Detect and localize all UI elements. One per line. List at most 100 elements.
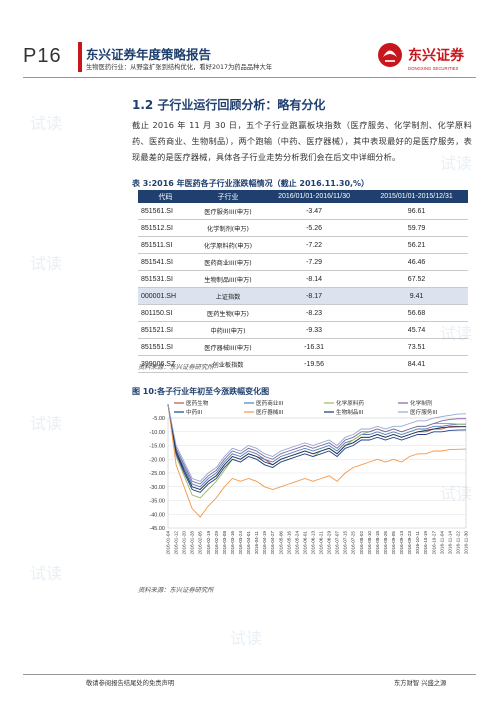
footer-disclaimer: 敬请参阅报告结尾处的免责声明 — [86, 680, 175, 687]
figure-source-note: 资料来源：东兴证券研究所 — [138, 587, 214, 594]
x-tick-label: 2016-07-25 — [351, 531, 356, 555]
x-tick-label: 2016-10-19 — [423, 531, 428, 555]
x-tick-label: 2016-03-24 — [238, 531, 243, 555]
y-tick-label: -15.00 — [149, 444, 165, 450]
table-caption-text: 2016 年医药各子行业涨跌幅情况（截止 2016.11.30,%） — [151, 179, 370, 188]
x-tick-label: 2016-02-19 — [206, 531, 211, 555]
table-row: 851561.SI 医疗服务III(申万) -3.47 96.61 — [138, 203, 468, 220]
legend-label: 化学制剂 — [410, 399, 433, 407]
logo-text: 东兴证券 — [408, 47, 465, 64]
table-row: 851512.SI 化学制剂(申万) -5.26 59.79 — [138, 219, 468, 237]
x-tick-label: 2016-03-16 — [230, 531, 235, 555]
watermark-text: 试读 — [230, 629, 263, 648]
table-row: 851541.SI 医药商业III(申万) -7.29 46.46 — [138, 253, 468, 271]
x-tick-label: 2016-11-04 — [439, 531, 444, 555]
x-tick-label: 2016-10-27 — [431, 531, 436, 555]
header-2015: 2015/01/01-2015/12/31 — [365, 190, 468, 203]
report-subtitle: 生物医药行业：从野蛮扩张到结构优化，看好2017为药品品种大年 — [86, 64, 273, 71]
table-row: 399006.SZ 创业板指数 -19.56 84.41 — [138, 355, 468, 373]
x-tick-label: 2016-04-19 — [262, 531, 267, 555]
x-tick-label: 2016-06-29 — [327, 531, 332, 555]
x-tick-label: 2016-08-10 — [367, 531, 372, 555]
watermark-text: 试读 — [30, 564, 63, 583]
x-tick-label: 2016-09-13 — [399, 531, 404, 555]
x-tick-label: 2016-01-12 — [174, 531, 179, 555]
returns-table: 代码 子行业 2016/01/01-2016/11/30 2015/01/01-… — [138, 190, 468, 373]
header-rule — [23, 77, 476, 78]
y-tick-label: -35.00 — [149, 499, 165, 505]
legend-label: 医药生物 — [186, 399, 209, 407]
y-tick-label: -45.00 — [149, 526, 165, 532]
y-tick-label: -30.00 — [149, 485, 165, 491]
x-tick-label: 2016-01-20 — [182, 531, 187, 555]
watermark-text: 试读 — [30, 254, 63, 273]
x-tick-label: 2016-02-29 — [214, 531, 219, 555]
table-row: 851511.SI 化学原料药(申万) -7.22 56.21 — [138, 236, 468, 254]
legend-label: 化学原料药 — [336, 399, 364, 407]
x-tick-label: 2016-09-23 — [407, 531, 412, 555]
y-tick-label: -25.00 — [149, 471, 165, 477]
series-line — [167, 404, 467, 493]
legend-label: 生物制品III — [336, 408, 364, 416]
x-tick-label: 2016-06-13 — [310, 531, 315, 555]
figure-caption-text: 各子行业年初至今涨跌幅变化图 — [157, 387, 270, 396]
x-tick-label: 2016-04-11 — [254, 531, 259, 555]
x-tick-label: 2016-05-06 — [278, 531, 283, 555]
series-line — [167, 404, 467, 482]
header-subindustry: 子行业 — [193, 190, 263, 203]
y-tick-label: -10.00 — [149, 430, 165, 436]
x-tick-label: 2016-04-27 — [270, 531, 275, 555]
x-tick-label: 2016-06-21 — [319, 531, 324, 555]
watermark-text: 试读 — [30, 414, 63, 433]
header-accent-bar — [78, 42, 82, 72]
x-tick-label: 2016-01-28 — [190, 531, 195, 555]
table-row: 851531.SI 生物制品III(申万) -8.14 67.52 — [138, 270, 468, 288]
x-tick-label: 2016-09-05 — [391, 531, 396, 555]
x-tick-label: 2016-02-05 — [198, 531, 203, 555]
table-row: 801150.SI 医药生物(申万) -8.23 56.68 — [138, 304, 468, 322]
legend-label: 医药商业III — [256, 399, 284, 407]
legend-label: 中药III — [186, 408, 202, 416]
series-line — [167, 404, 467, 518]
report-title: 东兴证券年度策略报告 — [86, 47, 212, 62]
legend-label: 医疗器械III — [256, 408, 284, 416]
x-tick-label: 2016-11-14 — [447, 531, 452, 555]
x-tick-label: 2016-06-01 — [302, 531, 307, 555]
x-tick-label: 2016-11-30 — [464, 531, 469, 555]
x-tick-label: 2016-01-04 — [166, 531, 171, 555]
logo-subtext: DONGXING SECURITIES — [408, 66, 459, 71]
series-line — [167, 404, 467, 485]
table-row: 851521.SI 中药III(申万) -9.33 45.74 — [138, 321, 468, 339]
x-tick-label: 2016-10-11 — [415, 531, 420, 555]
series-line — [167, 404, 466, 499]
table-source-note: 资料来源：东兴证券研究所 — [138, 364, 214, 371]
x-tick-label: 2016-07-15 — [343, 531, 348, 555]
header-2016: 2016/01/01-2016/11/30 — [263, 190, 366, 203]
line-chart: -5.00 -10.00 -15.00 -20.00 -25.00 -30.00 -35.0… — [149, 399, 469, 555]
series-line — [167, 404, 467, 491]
x-tick-label: 2016-05-24 — [294, 531, 299, 555]
y-tick-label: -5.00 — [152, 416, 165, 422]
header-code: 代码 — [138, 190, 193, 203]
legend-label: 医疗服务III — [410, 408, 438, 416]
figure-caption: 图 10:各子行业年初至今涨跌幅变化图 — [132, 386, 269, 397]
table-header-row: 代码 子行业 2016/01/01-2016/11/30 2015/01/01-… — [138, 190, 468, 203]
watermark-text: 试读 — [440, 154, 473, 173]
x-tick-label: 2016-08-18 — [375, 531, 380, 555]
watermark-text: 试读 — [30, 114, 63, 133]
x-tick-label: 2016-08-26 — [383, 531, 388, 555]
x-tick-label: 2016-04-01 — [246, 531, 251, 555]
table-row: 851551.SI 医疗器械III(申万) -16.31 73.51 — [138, 338, 468, 356]
x-tick-label: 2016-05-16 — [286, 531, 291, 555]
logo-mark-icon — [378, 43, 402, 67]
section-title: 1.2 子行业运行回顾分析：略有分化 — [132, 98, 326, 112]
page-number: P16 — [23, 45, 62, 67]
x-tick-label: 2016-08-02 — [359, 531, 364, 555]
table-row-highlight: 000001.SH 上证指数 -8.17 9.41 — [138, 287, 468, 305]
watermark-text: 试读 — [440, 484, 473, 503]
x-tick-label: 2016-03-08 — [222, 531, 227, 555]
y-tick-label: -40.00 — [149, 512, 165, 518]
x-tick-label: 2016-11-22 — [455, 531, 460, 555]
series-line — [167, 404, 466, 488]
x-tick-label: 2016-07-07 — [335, 531, 340, 555]
